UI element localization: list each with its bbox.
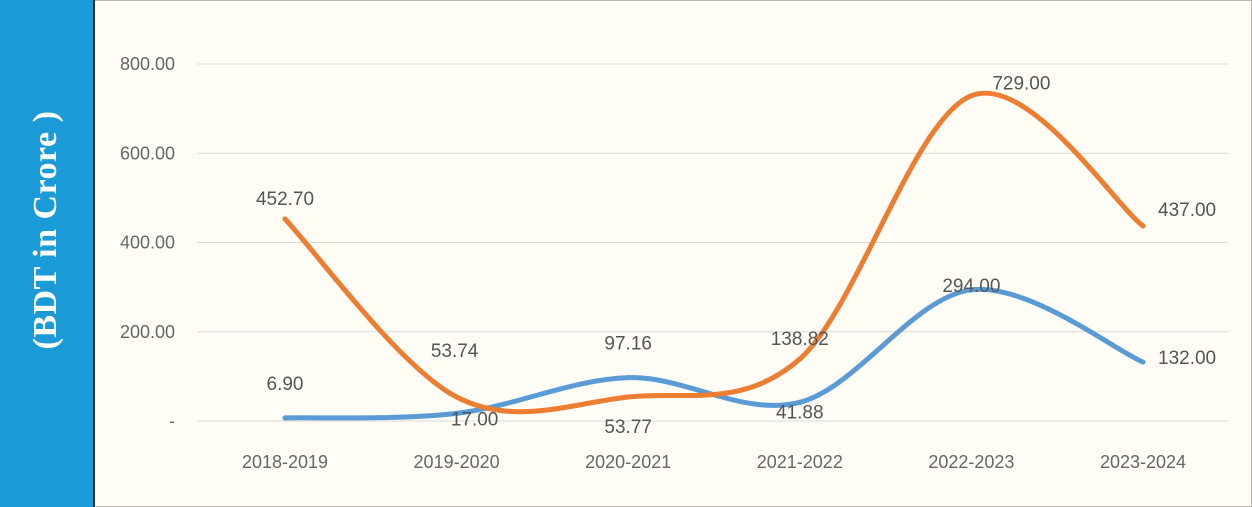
data-label: 17.00 — [451, 409, 499, 430]
data-point — [454, 394, 460, 400]
data-point — [1140, 223, 1146, 229]
data-label: 6.90 — [267, 374, 304, 395]
x-tick-label: 2021-2022 — [757, 452, 843, 472]
data-point — [797, 399, 803, 405]
data-point — [282, 415, 288, 421]
x-tick-label: 2022-2023 — [928, 452, 1014, 472]
data-label: 294.00 — [942, 276, 1000, 297]
data-point — [282, 216, 288, 222]
y-tick-label: 600.00 — [120, 143, 175, 163]
data-point — [797, 356, 803, 362]
y-tick-label: - — [169, 411, 175, 431]
gridlines — [197, 63, 1228, 422]
y-axis-title-band: (BDT in Crore ) — [0, 0, 95, 507]
data-label: 53.77 — [604, 417, 652, 438]
data-label: 729.00 — [992, 74, 1050, 95]
data-point — [454, 410, 460, 416]
y-tick-label: 800.00 — [120, 54, 175, 74]
data-point — [1140, 359, 1146, 365]
data-point — [968, 93, 974, 99]
x-tick-label: 2019-2020 — [414, 452, 500, 472]
data-labels: 6.90 17.00 97.16 41.88 294.00 132.00 452.70 53.… — [256, 74, 1216, 438]
x-tick-label: 2023-2024 — [1100, 452, 1186, 472]
data-point — [625, 375, 631, 381]
data-point — [968, 287, 974, 293]
series-line-2 — [282, 90, 1146, 415]
data-label: 41.88 — [776, 402, 824, 423]
data-label: 132.00 — [1158, 348, 1216, 369]
y-tick-labels: - 200.00 400.00 600.00 800.00 — [120, 54, 175, 431]
x-tick-labels: 2018-2019 2019-2020 2020-2021 2021-2022 2022… — [242, 452, 1186, 472]
data-label: 437.00 — [1158, 200, 1216, 221]
x-tick-label: 2018-2019 — [242, 452, 328, 472]
y-tick-label: 200.00 — [120, 322, 175, 342]
y-tick-label: 400.00 — [120, 233, 175, 253]
data-label: 97.16 — [604, 334, 652, 355]
data-label: 138.82 — [771, 329, 829, 350]
data-label: 452.70 — [256, 189, 314, 210]
x-tick-label: 2020-2021 — [585, 452, 671, 472]
series-line-1 — [282, 286, 1146, 421]
data-point — [625, 394, 631, 400]
data-label: 53.74 — [431, 341, 479, 362]
series-lines — [282, 90, 1146, 421]
